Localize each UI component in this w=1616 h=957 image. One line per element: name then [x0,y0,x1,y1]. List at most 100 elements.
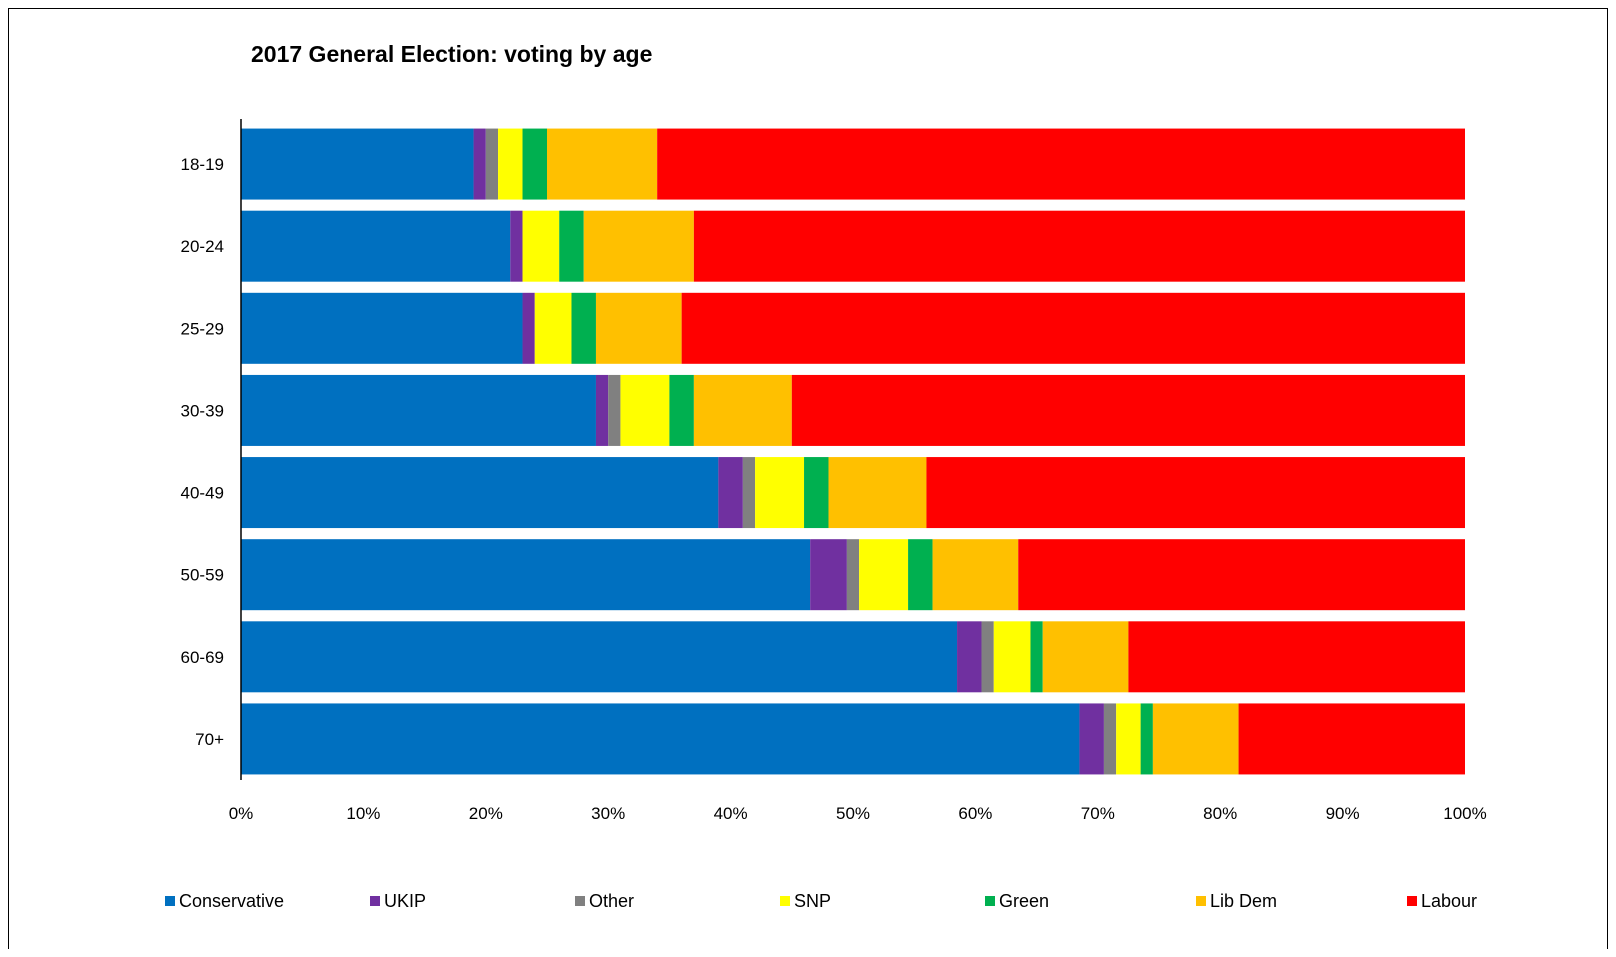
legend-item-lib-dem: Lib Dem [1196,891,1277,911]
bar-lib-dem-30-39 [693,374,792,446]
legend-swatch [1196,896,1206,906]
bar-ukip-60-69 [957,621,982,693]
bar-ukip-30-39 [595,374,609,446]
bar-conservative-60-69 [241,621,958,693]
bar-lib-dem-60-69 [1042,621,1129,693]
bar-labour-25-29 [681,292,1465,364]
x-tick-label: 100% [1443,804,1486,823]
legend-label: Other [589,891,634,911]
legend-label: SNP [794,891,831,911]
x-tick-label: 80% [1203,804,1237,823]
bar-labour-50-59 [1018,539,1465,611]
bar-other-60-69 [981,621,994,693]
legend-item-snp: SNP [780,891,831,911]
legend-label: UKIP [384,891,426,911]
bar-green-30-39 [669,374,694,446]
legend-swatch [1407,896,1417,906]
bar-snp-20-24 [522,210,560,282]
bar-green-70plus [1140,703,1153,775]
bar-green-50-59 [908,539,933,611]
bar-labour-40-49 [926,457,1465,529]
x-tick-label: 0% [229,804,254,823]
y-tick-label: 30-39 [181,401,224,420]
y-tick-label: 70+ [195,730,224,749]
bar-labour-20-24 [693,210,1465,282]
chart-title: 2017 General Election: voting by age [251,41,652,67]
bar-conservative-30-39 [241,374,596,446]
bar-snp-70plus [1116,703,1141,775]
bar-green-60-69 [1030,621,1043,693]
bar-ukip-50-59 [810,539,847,611]
y-tick-label: 50-59 [181,566,224,585]
y-tick-label: 25-29 [181,319,224,338]
bar-other-18-19 [485,128,499,200]
y-tick-label: 60-69 [181,648,224,667]
x-tick-label: 90% [1326,804,1360,823]
bar-green-40-49 [804,457,829,529]
bar-snp-40-49 [755,457,805,529]
x-tick-label: 60% [958,804,992,823]
legend-swatch [985,896,995,906]
legend-item-other: Other [575,891,634,911]
bar-lib-dem-50-59 [932,539,1019,611]
legend-swatch [370,896,380,906]
legend-swatch [165,896,175,906]
legend-label: Labour [1421,891,1477,911]
x-tick-label: 40% [714,804,748,823]
y-tick-label: 40-49 [181,484,224,503]
bar-ukip-18-19 [473,128,486,200]
bar-conservative-50-59 [241,539,811,611]
legend-label: Lib Dem [1210,891,1277,911]
bar-snp-25-29 [534,292,572,364]
x-tick-label: 70% [1081,804,1115,823]
bar-other-30-39 [608,374,621,446]
bar-conservative-25-29 [241,292,523,364]
plot-area [241,128,1465,775]
bar-other-70plus [1103,703,1117,775]
bar-snp-18-19 [498,128,523,200]
axes: 18-19 20-24 25-29 30-39 40-49 50-59 60-69 70+ 0%… [181,119,1487,823]
x-tick-label: 10% [346,804,380,823]
bar-ukip-25-29 [522,292,535,364]
bar-ukip-70plus [1079,703,1104,775]
legend-swatch [780,896,790,906]
stacked-bar-chart: 2017 General Election: voting by age 18-… [165,41,1487,911]
bar-other-50-59 [846,539,860,611]
bar-conservative-18-19 [241,128,474,200]
bar-labour-18-19 [657,128,1465,200]
bar-green-25-29 [571,292,596,364]
bar-conservative-40-49 [241,457,719,529]
legend-swatch [575,896,585,906]
bar-snp-50-59 [859,539,909,611]
legend-item-ukip: UKIP [370,891,426,911]
bar-lib-dem-70plus [1152,703,1239,775]
bar-conservative-20-24 [241,210,511,282]
x-tick-label: 50% [836,804,870,823]
chart-frame: 2017 General Election: voting by age 18-… [8,8,1608,949]
bar-snp-30-39 [620,374,670,446]
bar-conservative-70plus [241,703,1080,775]
legend: Conservative UKIP Other SNP Green Lib Dem Labo… [165,891,1477,911]
legend-item-conservative: Conservative [165,891,284,911]
bar-other-40-49 [742,457,756,529]
bar-ukip-40-49 [718,457,743,529]
y-tick-label: 18-19 [181,155,224,174]
x-tick-label: 30% [591,804,625,823]
legend-label: Green [999,891,1049,911]
bar-green-20-24 [559,210,584,282]
bar-labour-60-69 [1128,621,1465,693]
x-tick-label: 20% [469,804,503,823]
bar-lib-dem-40-49 [828,457,927,529]
legend-label: Conservative [179,891,284,911]
bar-lib-dem-20-24 [583,210,694,282]
bar-lib-dem-18-19 [547,128,658,200]
bar-lib-dem-25-29 [595,292,682,364]
bar-snp-60-69 [993,621,1031,693]
bar-ukip-20-24 [510,210,523,282]
bar-green-18-19 [522,128,547,200]
legend-item-labour: Labour [1407,891,1477,911]
y-tick-label: 20-24 [181,237,224,256]
legend-item-green: Green [985,891,1049,911]
bar-labour-30-39 [791,374,1465,446]
bar-labour-70plus [1238,703,1465,775]
